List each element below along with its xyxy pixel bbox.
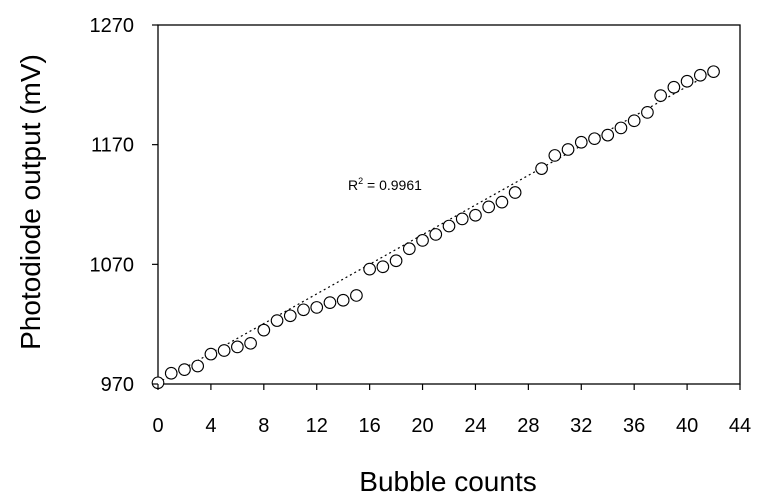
r-squared-value: = 0.9961 — [363, 177, 422, 193]
data-point — [244, 336, 257, 350]
data-point — [283, 309, 297, 323]
data-point — [442, 219, 456, 233]
r-squared-superscript: 2 — [358, 176, 363, 186]
data-point — [217, 344, 231, 357]
y-tick-label: 1170 — [91, 135, 134, 157]
data-point — [257, 323, 271, 337]
data-point — [561, 143, 575, 156]
data-point — [270, 314, 284, 327]
plot-area — [157, 24, 741, 385]
data-point — [363, 262, 376, 276]
data-point — [376, 260, 390, 274]
data-point — [574, 135, 588, 149]
x-tick-label: 4 — [205, 415, 216, 437]
x-tick-label: 24 — [464, 415, 486, 437]
data-point — [191, 359, 205, 373]
x-tick-label: 36 — [623, 415, 645, 437]
data-point — [614, 121, 628, 135]
data-point — [693, 68, 707, 82]
r-squared-base: R — [348, 177, 358, 193]
data-point — [641, 106, 654, 119]
plot-border — [157, 24, 741, 385]
data-point — [323, 296, 337, 309]
y-axis-title: Photodiode output (mV) — [15, 54, 46, 350]
x-tick-label: 8 — [258, 415, 269, 437]
x-axis-title: Bubble counts — [359, 466, 536, 497]
data-point — [204, 347, 218, 361]
x-tick-label: 0 — [152, 415, 163, 437]
data-point — [601, 128, 615, 142]
data-point — [495, 195, 509, 209]
data-point — [389, 254, 403, 268]
data-point — [178, 363, 191, 376]
x-tick-label: 32 — [570, 415, 592, 437]
data-point — [680, 74, 694, 88]
r-squared-annotation: R2 = 0.9961 — [348, 176, 422, 193]
data-point — [627, 114, 641, 128]
data-point — [416, 234, 429, 247]
data-point — [654, 89, 667, 102]
x-tick-label: 16 — [359, 415, 381, 437]
data-point — [429, 228, 443, 241]
x-axis-ticks: 0 4 8 12 16 20 24 28 32 36 40 44 — [152, 384, 751, 437]
data-point — [297, 303, 310, 317]
data-point — [508, 186, 522, 199]
x-tick-label: 28 — [517, 415, 539, 437]
y-tick-label: 970 — [101, 374, 134, 396]
data-point — [535, 162, 548, 175]
data-point — [482, 200, 496, 214]
data-point — [231, 340, 244, 354]
data-point — [588, 132, 601, 146]
data-point — [336, 293, 350, 307]
y-axis-ticks: 970 1070 1170 1270 — [90, 15, 158, 396]
x-tick-label: 12 — [306, 415, 328, 437]
data-point — [667, 80, 681, 94]
data-points-layer — [151, 65, 720, 390]
data-point — [548, 149, 562, 162]
data-point — [350, 289, 363, 302]
data-point — [402, 242, 416, 256]
x-tick-label: 20 — [411, 415, 433, 437]
data-point — [707, 65, 720, 79]
y-tick-label: 1270 — [90, 15, 135, 37]
data-point — [164, 366, 178, 380]
x-tick-label: 44 — [729, 415, 751, 437]
x-tick-label: 40 — [676, 415, 698, 437]
data-point — [469, 208, 482, 222]
data-point — [310, 301, 324, 314]
y-tick-label: 1070 — [90, 254, 135, 276]
data-point — [455, 212, 469, 226]
